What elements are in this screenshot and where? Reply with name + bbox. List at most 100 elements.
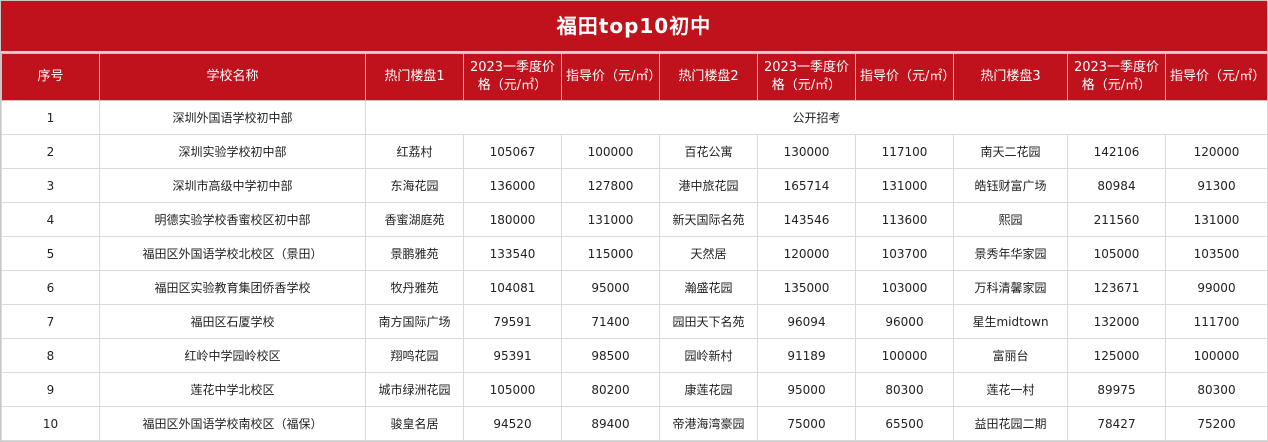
cell-rank: 2 — [1, 134, 100, 169]
cell-price: 96094 — [757, 304, 856, 339]
cell-estate: 城市绿洲花园 — [365, 372, 464, 407]
cell-guide: 89400 — [561, 406, 660, 441]
cell-guide: 115000 — [561, 236, 660, 271]
cell-estate: 熙园 — [953, 202, 1068, 237]
cell-estate: 星生midtown — [953, 304, 1068, 339]
cell-guide: 80300 — [1165, 372, 1268, 407]
cell-school: 深圳外国语学校初中部 — [99, 100, 366, 135]
cell-price: 133540 — [463, 236, 562, 271]
table-body: 1 深圳外国语学校初中部 公开招考 2 深圳实验学校初中部 红荔村 105067 100… — [1, 100, 1268, 441]
cell-price: 142106 — [1067, 134, 1166, 169]
cell-rank: 9 — [1, 372, 100, 407]
cell-estate: 香蜜湖庭苑 — [365, 202, 464, 237]
cell-guide: 71400 — [561, 304, 660, 339]
table-row: 1 深圳外国语学校初中部 公开招考 — [1, 100, 1268, 135]
header-price-3: 2023一季度价格（元/㎡） — [1067, 53, 1166, 101]
cell-estate: 园田天下名苑 — [659, 304, 758, 339]
cell-school: 福田区实验教育集团侨香学校 — [99, 270, 366, 305]
cell-estate: 园岭新村 — [659, 338, 758, 373]
table-row: 2 深圳实验学校初中部 红荔村 105067 100000 百花公寓 130000 11710… — [1, 134, 1268, 169]
header-estate-3: 热门楼盘3 — [953, 53, 1068, 101]
header-estate-1: 热门楼盘1 — [365, 53, 464, 101]
cell-estate: 莲花一村 — [953, 372, 1068, 407]
cell-school: 福田区石厦学校 — [99, 304, 366, 339]
cell-estate: 天然居 — [659, 236, 758, 271]
cell-guide: 131000 — [561, 202, 660, 237]
cell-guide: 100000 — [561, 134, 660, 169]
cell-rank: 8 — [1, 338, 100, 373]
cell-rank: 1 — [1, 100, 100, 135]
cell-school: 明德实验学校香蜜校区初中部 — [99, 202, 366, 237]
cell-school: 深圳实验学校初中部 — [99, 134, 366, 169]
cell-price: 78427 — [1067, 406, 1166, 441]
header-guide-3: 指导价（元/㎡） — [1165, 53, 1268, 101]
header-guide-1: 指导价（元/㎡） — [561, 53, 661, 101]
cell-estate: 富丽台 — [953, 338, 1068, 373]
cell-guide: 95000 — [561, 270, 660, 305]
cell-price: 211560 — [1067, 202, 1166, 237]
header-guide-2: 指导价（元/㎡） — [855, 53, 955, 101]
cell-guide: 98500 — [561, 338, 660, 373]
cell-rank: 6 — [1, 270, 100, 305]
cell-guide: 103500 — [1165, 236, 1268, 271]
cell-price: 130000 — [757, 134, 856, 169]
cell-guide: 111700 — [1165, 304, 1268, 339]
cell-price: 75000 — [757, 406, 856, 441]
cell-estate: 景鹏雅苑 — [365, 236, 464, 271]
cell-school: 福田区外国语学校南校区（福保） — [99, 406, 366, 441]
cell-guide: 100000 — [855, 338, 954, 373]
cell-estate: 南天二花园 — [953, 134, 1068, 169]
cell-guide: 99000 — [1165, 270, 1268, 305]
table-row: 8 红岭中学园岭校区 翔鸣花园 95391 98500 园岭新村 91189 100000 富丽… — [1, 338, 1268, 373]
cell-price: 105000 — [463, 372, 562, 407]
cell-estate: 骏皇名居 — [365, 406, 464, 441]
cell-guide: 80200 — [561, 372, 660, 407]
header-price-1: 2023一季度价格（元/㎡） — [463, 53, 562, 101]
cell-rank: 3 — [1, 168, 100, 203]
cell-estate: 翔鸣花园 — [365, 338, 464, 373]
cell-price: 79591 — [463, 304, 562, 339]
header-row: 序号 学校名称 热门楼盘1 2023一季度价格（元/㎡） 指导价（元/㎡） 热门楼盘2 20… — [1, 53, 1268, 101]
cell-price: 80984 — [1067, 168, 1166, 203]
cell-estate: 皓钰财富广场 — [953, 168, 1068, 203]
cell-guide: 80300 — [855, 372, 954, 407]
cell-guide: 113600 — [855, 202, 954, 237]
cell-price: 135000 — [757, 270, 856, 305]
cell-estate: 瀚盛花园 — [659, 270, 758, 305]
cell-estate: 新天国际名苑 — [659, 202, 758, 237]
cell-estate: 牧丹雅苑 — [365, 270, 464, 305]
cell-price: 94520 — [463, 406, 562, 441]
cell-price: 105067 — [463, 134, 562, 169]
cell-price: 165714 — [757, 168, 856, 203]
cell-guide: 96000 — [855, 304, 954, 339]
table-row: 6 福田区实验教育集团侨香学校 牧丹雅苑 104081 95000 瀚盛花园 135000 1… — [1, 270, 1268, 305]
cell-price: 132000 — [1067, 304, 1166, 339]
cell-estate: 港中旅花园 — [659, 168, 758, 203]
cell-estate: 百花公寓 — [659, 134, 758, 169]
cell-guide: 103000 — [855, 270, 954, 305]
cell-price: 180000 — [463, 202, 562, 237]
cell-rank: 5 — [1, 236, 100, 271]
cell-guide: 117100 — [855, 134, 954, 169]
table-title: 福田top10初中 — [1, 1, 1267, 53]
table-row: 3 深圳市高级中学初中部 东海花园 136000 127800 港中旅花园 165714 13… — [1, 168, 1268, 203]
cell-price: 104081 — [463, 270, 562, 305]
cell-price: 95391 — [463, 338, 562, 373]
cell-price: 120000 — [757, 236, 856, 271]
cell-school: 深圳市高级中学初中部 — [99, 168, 366, 203]
cell-estate: 帝港海湾豪园 — [659, 406, 758, 441]
cell-school: 福田区外国语学校北校区（景田） — [99, 236, 366, 271]
cell-estate: 万科清馨家园 — [953, 270, 1068, 305]
cell-guide: 127800 — [561, 168, 660, 203]
cell-estate: 东海花园 — [365, 168, 464, 203]
cell-estate: 康莲花园 — [659, 372, 758, 407]
table-row: 9 莲花中学北校区 城市绿洲花园 105000 80200 康莲花园 95000 80300 莲… — [1, 372, 1268, 407]
cell-estate: 南方国际广场 — [365, 304, 464, 339]
school-price-table: 序号 学校名称 热门楼盘1 2023一季度价格（元/㎡） 指导价（元/㎡） 热门楼盘2 20… — [1, 53, 1268, 441]
cell-school: 莲花中学北校区 — [99, 372, 366, 407]
cell-price: 89975 — [1067, 372, 1166, 407]
cell-estate: 景秀年华家园 — [953, 236, 1068, 271]
cell-guide: 131000 — [855, 168, 954, 203]
header-estate-2: 热门楼盘2 — [659, 53, 758, 101]
